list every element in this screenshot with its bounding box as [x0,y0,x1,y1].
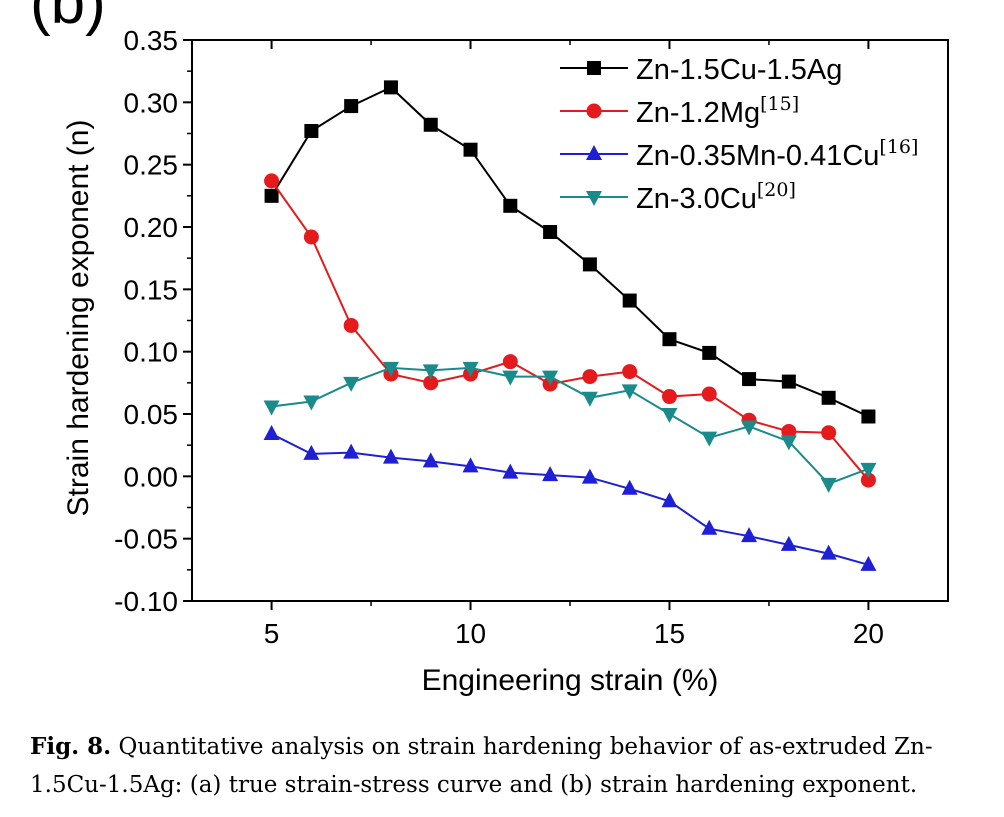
data-point [583,257,597,271]
x-axis-ticks: 5 10 15 20 [264,40,884,649]
data-point [264,425,280,440]
data-point [502,371,518,386]
data-point [701,432,717,447]
x-tick-label: 20 [853,618,884,649]
legend: Zn-1.5Cu-1.5Ag Zn-1.2Mg[15] Zn-0.35Mn-0.41… [560,54,918,215]
data-point [344,318,359,333]
x-tick-label: 5 [264,618,280,649]
data-point [543,225,557,239]
data-point [622,364,637,379]
y-axis-ticks: -0.10 -0.05 0.00 0.05 0.10 0.15 0.20 0.25 0.30 0.… [114,25,192,617]
data-point [702,346,716,360]
y-tick-label: 0.10 [124,337,179,368]
chart-figure: 5 10 15 20 -0.10 -0.05 0.00 0.05 0.10 0.15 0.20 0.… [0,0,1004,715]
legend-label: Zn-0.35Mn-0.41Cu[16] [636,136,918,172]
data-point [344,99,358,113]
y-tick-label: 0.15 [124,274,179,305]
data-point [662,332,676,346]
y-tick-label: 0.35 [124,25,179,56]
legend-item: Zn-1.5Cu-1.5Ag [560,54,842,86]
legend-item: Zn-1.2Mg[15] [560,93,799,129]
series-line [272,434,869,565]
legend-item: Zn-3.0Cu[20] [560,179,796,215]
data-point [662,389,677,404]
data-point [542,466,558,481]
x-axis-label: Engineering strain (%) [422,664,719,697]
legend-label: Zn-1.5Cu-1.5Ag [636,54,842,86]
legend-ref: [16] [879,136,918,158]
data-point [701,520,717,535]
data-point [782,375,796,389]
legend-ref: [20] [757,179,796,201]
y-tick-label: -0.10 [114,586,178,617]
x-tick-label: 10 [455,618,486,649]
y-tick-label: 0.05 [124,399,179,430]
legend-label: Zn-3.0Cu[20] [636,179,796,215]
data-point [582,392,598,407]
y-axis-label: Strain hardening exponent (n) [62,120,95,517]
data-point [861,409,875,423]
y-tick-label: 0.25 [124,150,179,181]
data-point [264,173,279,188]
data-point [822,391,836,405]
data-point [661,408,677,423]
legend-marker [586,145,602,160]
series-2 [264,425,877,571]
data-point [464,143,478,157]
data-point [582,469,598,484]
data-point [503,354,518,369]
data-point [623,294,637,308]
data-point [503,199,517,213]
figure-caption: Fig. 8. Quantitative analysis on strain … [30,728,980,804]
data-point [304,229,319,244]
legend-ref: [15] [760,93,799,115]
legend-marker [587,61,601,75]
series-0 [265,80,876,423]
data-point [384,80,398,94]
legend-marker [586,191,602,206]
panel-label: (b) [30,0,106,34]
data-point [821,425,836,440]
y-tick-label: 0.00 [124,461,179,492]
legend-label: Zn-1.2Mg[15] [636,93,799,129]
data-point [303,445,319,460]
data-point [424,118,438,132]
data-point [423,364,439,379]
figure-number: Fig. 8. [30,733,111,760]
legend-marker [587,104,602,119]
data-point [821,478,837,493]
caption-text: Quantitative analysis on strain hardenin… [30,734,933,798]
data-point [264,401,280,416]
legend-item: Zn-0.35Mn-0.41Cu[16] [560,136,918,172]
series-line [272,87,869,416]
series-line [272,368,869,484]
data-point [702,387,717,402]
x-tick-label: 15 [654,618,685,649]
y-tick-label: 0.30 [124,87,179,118]
data-point [343,377,359,392]
data-point [304,124,318,138]
y-tick-label: -0.05 [114,524,178,555]
data-point [582,369,597,384]
strain-hardening-chart: 5 10 15 20 -0.10 -0.05 0.00 0.05 0.10 0.15 0.20 0.… [0,0,1004,715]
y-tick-label: 0.20 [124,212,179,243]
data-point [742,372,756,386]
series-line [272,181,869,480]
data-point [265,189,279,203]
data-point [343,444,359,459]
